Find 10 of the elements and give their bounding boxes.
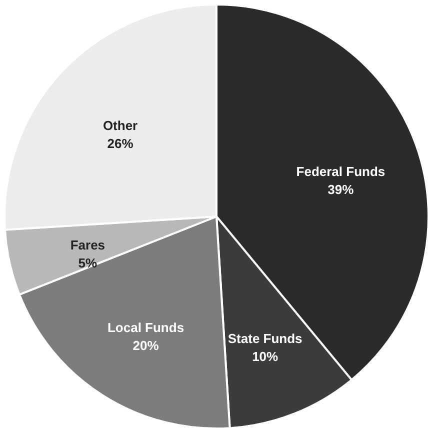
data-label: 39% xyxy=(328,182,354,197)
slice-label: Fares xyxy=(70,237,106,252)
data-label: 10% xyxy=(252,349,279,364)
slice-label: State Funds xyxy=(228,331,302,346)
slice-label: Federal Funds xyxy=(296,164,386,179)
slice-label: Other xyxy=(102,118,138,134)
data-label: 20% xyxy=(132,338,160,353)
slice-label: Local Funds xyxy=(107,320,184,335)
data-label: 26% xyxy=(107,136,134,152)
data-label: 5% xyxy=(78,255,98,270)
